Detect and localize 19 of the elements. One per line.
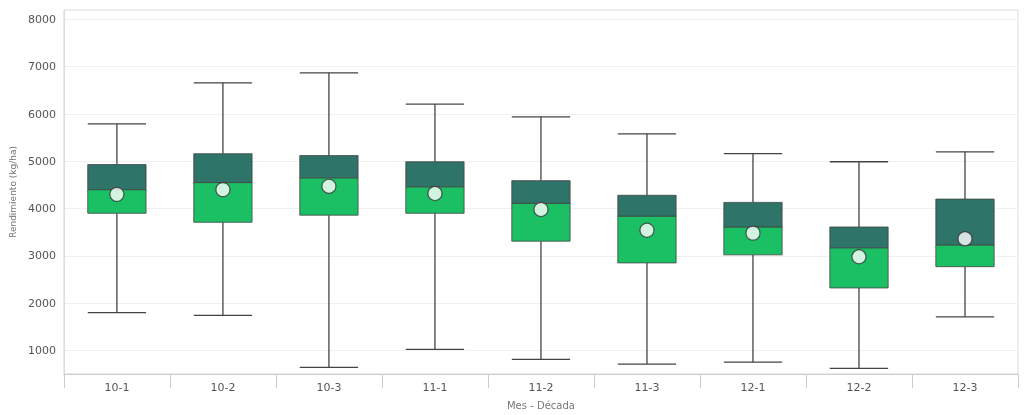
y-tick-label: 6000 <box>27 107 56 121</box>
y-axis-title: Rendimiento (kg/ha) <box>7 146 18 238</box>
y-tick-label: 5000 <box>27 154 56 168</box>
x-tick-label: 12-3 <box>952 381 978 394</box>
x-tick-label: 10-1 <box>104 381 130 394</box>
x-tick-label: 12-1 <box>740 381 766 394</box>
y-tick-label: 1000 <box>27 343 56 357</box>
y-tick-label: 7000 <box>27 60 56 74</box>
x-tick-label: 11-1 <box>422 381 448 394</box>
x-tick-label: 12-2 <box>846 381 872 394</box>
y-tick-label: 2000 <box>27 296 56 310</box>
y-tick-label: 8000 <box>27 12 56 26</box>
x-tick-label: 11-3 <box>634 381 660 394</box>
y-tick-label: 3000 <box>27 249 56 263</box>
x-tick-label: 10-3 <box>316 381 342 394</box>
x-axis-title: Mes - Década <box>506 399 575 411</box>
y-tick-label: 4000 <box>27 202 56 216</box>
x-tick-label: 11-2 <box>528 381 554 394</box>
x-tick-label: 10-2 <box>210 381 236 394</box>
